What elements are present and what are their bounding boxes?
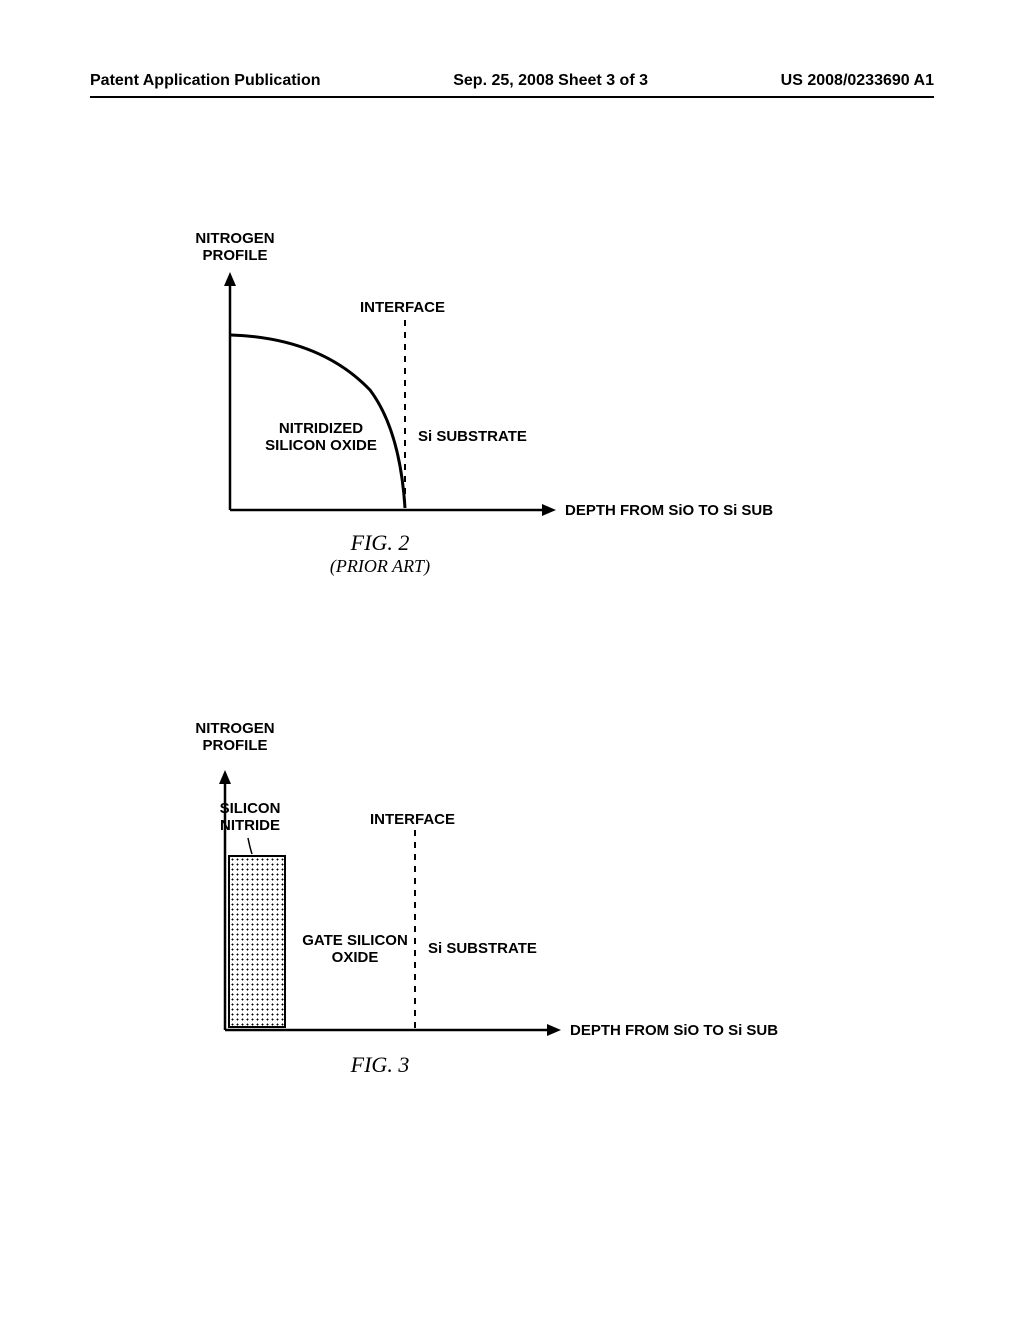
figure-2: NITROGEN PROFILE INTERFACE NITRIDIZED SI… <box>0 220 1024 620</box>
header-rule <box>90 96 934 98</box>
fig3-mid-region-label: GATE SILICON OXIDE <box>295 932 415 966</box>
fig3-nitride-label: SILICON NITRIDE <box>205 800 295 834</box>
fig2-left-region-label: NITRIDIZED SILICON OXIDE <box>256 420 386 454</box>
fig2-interface-label: INTERFACE <box>360 299 445 316</box>
fig3-nitride-bar <box>228 855 286 1028</box>
fig3-interface-label: INTERFACE <box>370 811 455 828</box>
figure-3: NITROGEN PROFILE SILICON NITRIDE INTERFA… <box>0 700 1024 1160</box>
header-center: Sep. 25, 2008 Sheet 3 of 3 <box>453 72 648 90</box>
fig3-caption: FIG. 3 <box>300 1052 460 1078</box>
fig2-right-region-label: Si SUBSTRATE <box>418 428 527 445</box>
fig2-x-axis-label: DEPTH FROM SiO TO Si SUB <box>565 502 773 519</box>
fig2-subcaption: (PRIOR ART) <box>300 556 460 577</box>
fig3-x-axis-label: DEPTH FROM SiO TO Si SUB <box>570 1022 778 1039</box>
fig2-caption: FIG. 2 <box>300 530 460 556</box>
header-left: Patent Application Publication <box>90 72 321 90</box>
fig3-right-region-label: Si SUBSTRATE <box>428 940 537 957</box>
header-right: US 2008/0233690 A1 <box>781 72 934 90</box>
page-header: Patent Application Publication Sep. 25, … <box>0 72 1024 90</box>
